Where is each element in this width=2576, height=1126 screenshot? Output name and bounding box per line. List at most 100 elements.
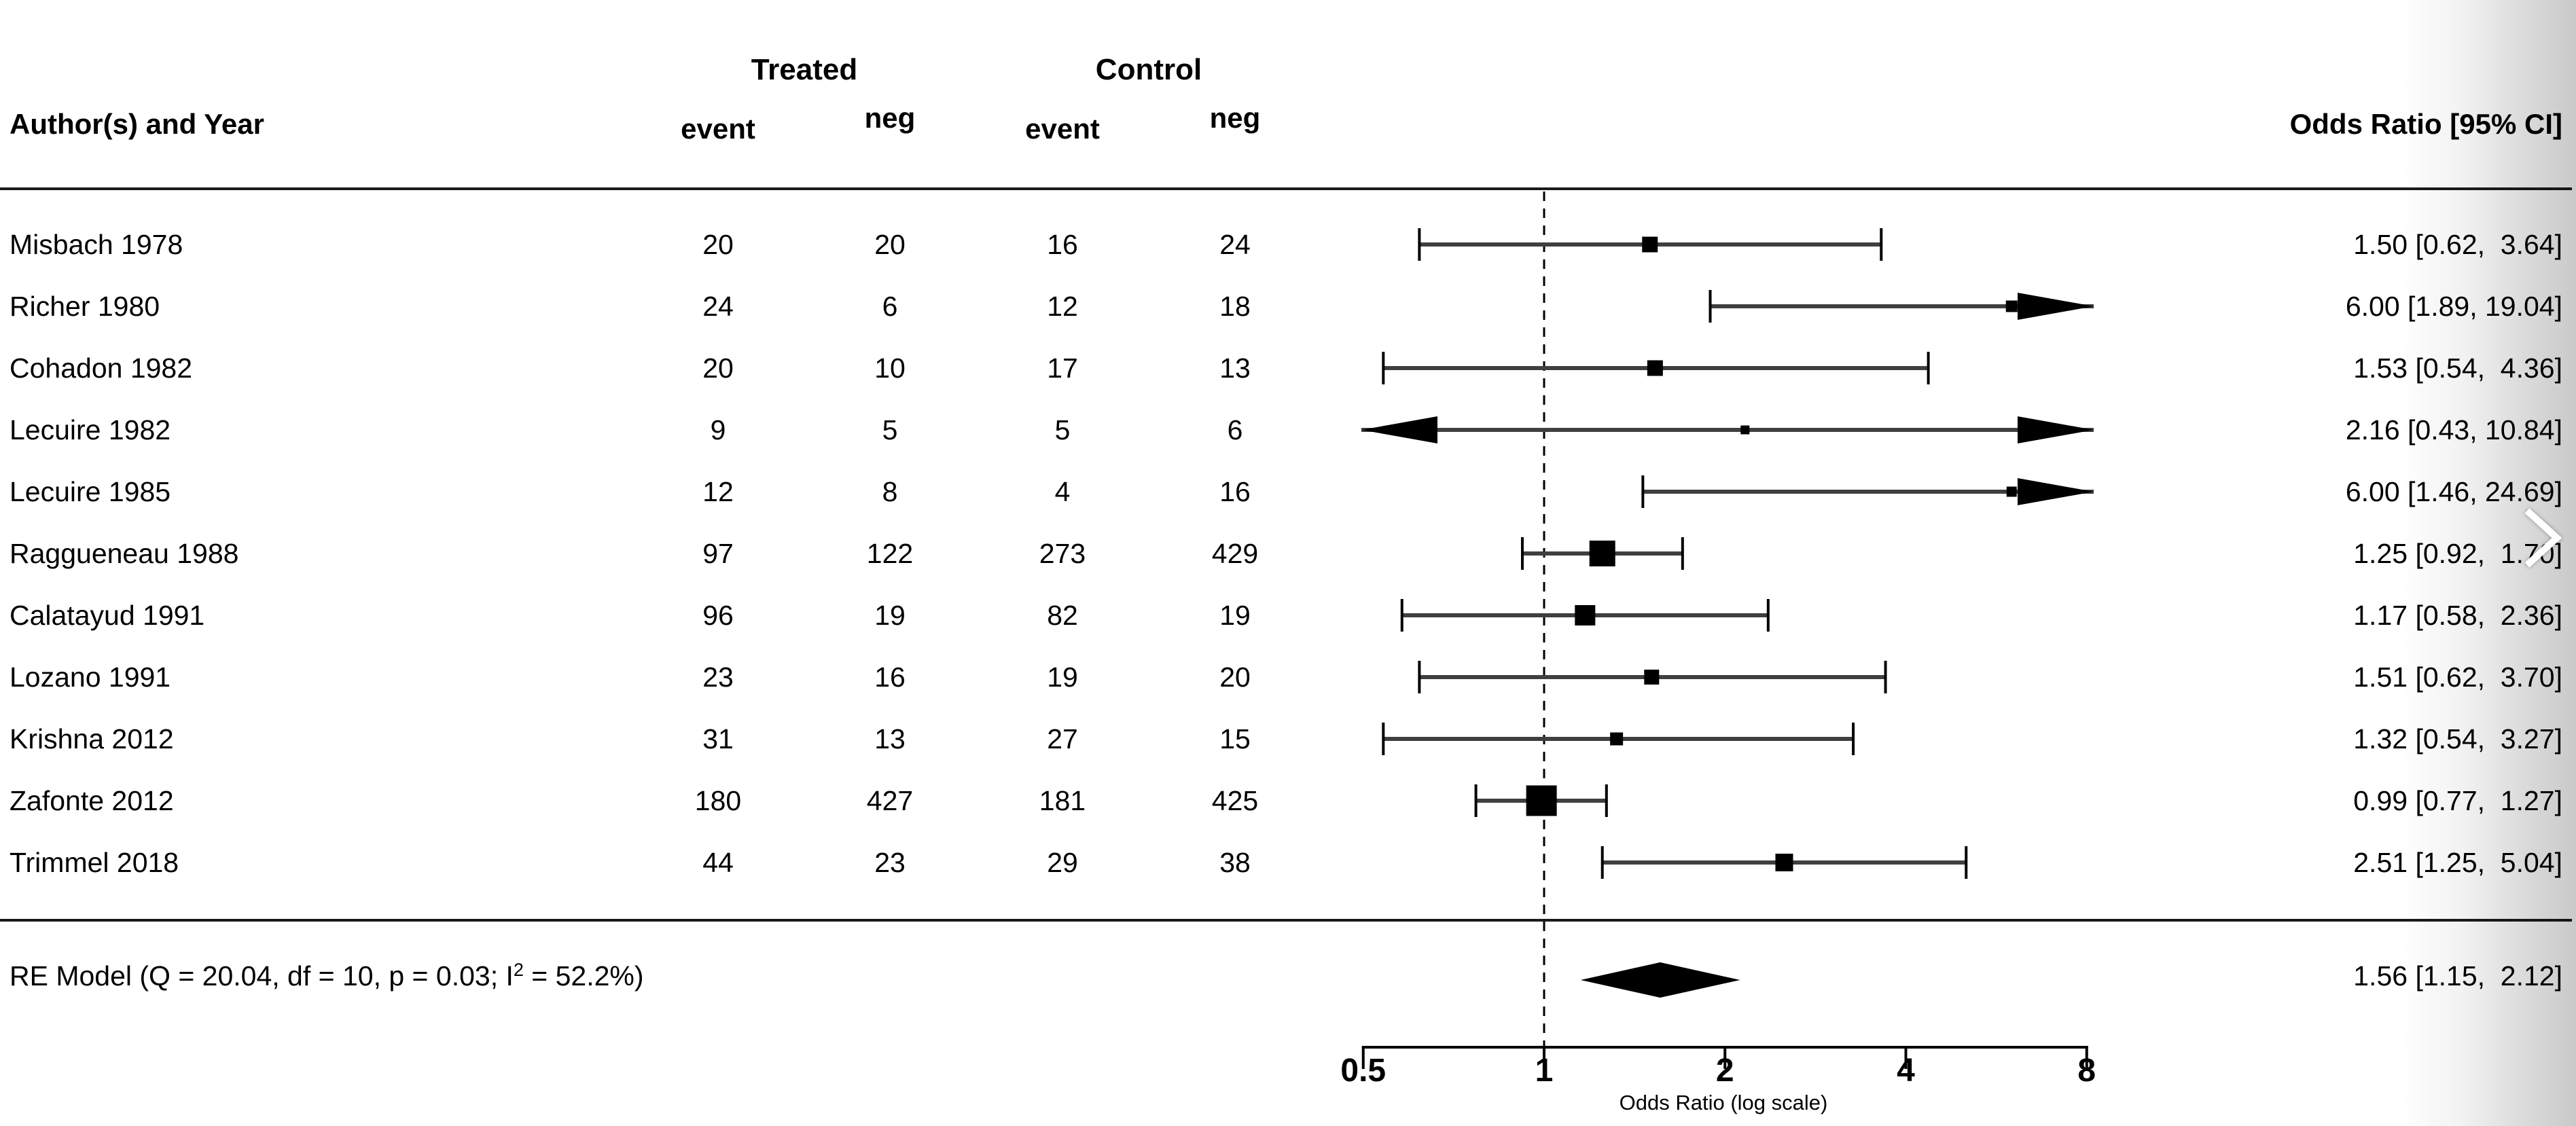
treated-event-value: 24	[702, 291, 734, 322]
ci-cap-right	[1766, 599, 1770, 632]
control-event-value: 19	[1047, 661, 1078, 693]
ci-truncation-arrow-right	[2018, 416, 2094, 443]
ci-cap-left	[1418, 661, 1421, 693]
treated-event-value: 31	[702, 723, 734, 755]
x-axis-tick-label: 8	[2077, 1053, 2096, 1089]
ci-cap-right	[1927, 352, 1930, 384]
control-neg-value: 19	[1219, 600, 1251, 631]
x-axis-tick-label: 0.5	[1340, 1053, 1387, 1089]
treated-event-value: 20	[702, 352, 734, 384]
ci-cap-right	[1884, 661, 1887, 693]
treated-neg-value: 5	[882, 414, 898, 446]
point-estimate-square	[1740, 425, 1750, 435]
x-axis-tick	[2085, 1046, 2088, 1069]
re-model-label-superscript: 2	[513, 960, 524, 980]
control-neg-value: 38	[1219, 847, 1251, 878]
treated-neg-value: 16	[874, 661, 906, 693]
control-neg-value: 6	[1227, 414, 1243, 446]
ci-cap-left	[1418, 228, 1421, 261]
author-column-header: Author(s) and Year	[10, 108, 264, 140]
point-estimate-square	[1610, 732, 1624, 746]
re-model-label-prefix: RE Model (Q = 20.04, df = 10, p = 0.03; …	[10, 960, 514, 992]
control-neg-value: 18	[1219, 291, 1251, 322]
treated-group-header: Treated	[751, 53, 858, 86]
ci-cap-right	[1681, 537, 1684, 570]
treated-event-value: 9	[710, 414, 726, 446]
or-ci-label: 1.51 [0.62, 3.70]	[2353, 661, 2562, 693]
control-event-value: 29	[1047, 847, 1078, 878]
treated-neg-value: 20	[874, 229, 906, 260]
ci-cap-left	[1400, 599, 1403, 632]
ci-cap-right	[1605, 784, 1608, 817]
study-author-label: Calatayud 1991	[10, 600, 205, 631]
treated-event-value: 20	[702, 229, 734, 260]
ci-cap-left	[1474, 784, 1478, 817]
study-author-label: Krishna 2012	[10, 723, 174, 755]
point-estimate-square	[1526, 785, 1557, 816]
treated-event-value: 44	[702, 847, 734, 878]
ci-truncation-arrow-right	[2018, 293, 2094, 320]
control-event-value: 27	[1047, 723, 1078, 755]
control-event-value: 82	[1047, 600, 1078, 631]
study-author-label: Lecuire 1982	[10, 414, 171, 446]
study-author-label: Raggueneau 1988	[10, 538, 239, 569]
ci-line	[1643, 490, 2094, 494]
or-ci-label: 1.53 [0.54, 4.36]	[2353, 352, 2562, 384]
ci-truncation-arrow-left	[1361, 416, 1437, 443]
ci-line	[1710, 304, 2094, 308]
treated-event-value: 96	[702, 600, 734, 631]
control-neg-value: 429	[1211, 538, 1259, 569]
or-ci-label: 0.99 [0.77, 1.27]	[2353, 785, 2562, 816]
ci-truncation-arrow-right	[2018, 478, 2094, 505]
summary-separator-line	[0, 919, 2572, 922]
treated-neg-value: 19	[874, 600, 906, 631]
treated-event-value: 23	[702, 661, 734, 693]
treated-event-value: 12	[702, 476, 734, 507]
x-axis-tick	[1543, 1046, 1545, 1069]
summary-diamond	[1580, 962, 1740, 998]
x-axis-tick-label: 1	[1535, 1053, 1554, 1089]
study-author-label: Zafonte 2012	[10, 785, 174, 816]
x-axis-tick	[1361, 1046, 1365, 1069]
or-ci-label: 1.32 [0.54, 3.27]	[2353, 723, 2562, 755]
point-estimate-square	[1575, 605, 1596, 625]
point-estimate-square	[1589, 541, 1615, 566]
ci-cap-left	[1520, 537, 1524, 570]
study-author-label: Lozano 1991	[10, 661, 171, 693]
x-axis-tick	[1904, 1046, 1908, 1069]
control-event-value: 273	[1039, 538, 1086, 569]
treated-neg-value: 427	[866, 785, 914, 816]
point-estimate-square	[2006, 486, 2017, 497]
ci-cap-right	[1852, 723, 1855, 755]
treated-neg-value: 8	[882, 476, 898, 507]
control-neg-value: 20	[1219, 661, 1251, 693]
point-estimate-square	[1775, 854, 1793, 871]
ci-cap-left	[1382, 352, 1385, 384]
ci-cap-left	[1600, 846, 1604, 879]
treated-neg-value: 23	[874, 847, 906, 878]
treated-event-value: 180	[694, 785, 742, 816]
ci-cap-left	[1641, 475, 1645, 508]
control-neg-value: 13	[1219, 352, 1251, 384]
or-ci-label: 1.50 [0.62, 3.64]	[2353, 229, 2562, 260]
ci-line	[1361, 428, 2094, 432]
study-author-label: Trimmel 2018	[10, 847, 179, 878]
x-axis-tick-label: 4	[1897, 1053, 1915, 1089]
chevron-right-icon[interactable]	[2522, 505, 2565, 570]
point-estimate-square	[1642, 236, 1658, 253]
re-model-label-suffix: = 52.2%)	[523, 960, 644, 992]
treated-neg-value: 122	[866, 538, 914, 569]
re-model-label: RE Model (Q = 20.04, df = 10, p = 0.03; …	[10, 960, 644, 995]
study-author-label: Richer 1980	[10, 291, 160, 322]
x-axis-title: Odds Ratio (log scale)	[1619, 1091, 1828, 1114]
point-estimate-square	[2005, 300, 2018, 312]
or-ci-label: 6.00 [1.46, 24.69]	[2345, 476, 2562, 507]
header-separator-line	[0, 187, 2572, 190]
treated-neg-value: 13	[874, 723, 906, 755]
control-event-value: 5	[1054, 414, 1071, 446]
ci-cap-right	[1880, 228, 1883, 261]
point-estimate-square	[1647, 360, 1663, 376]
ci-cap-left	[1382, 723, 1385, 755]
